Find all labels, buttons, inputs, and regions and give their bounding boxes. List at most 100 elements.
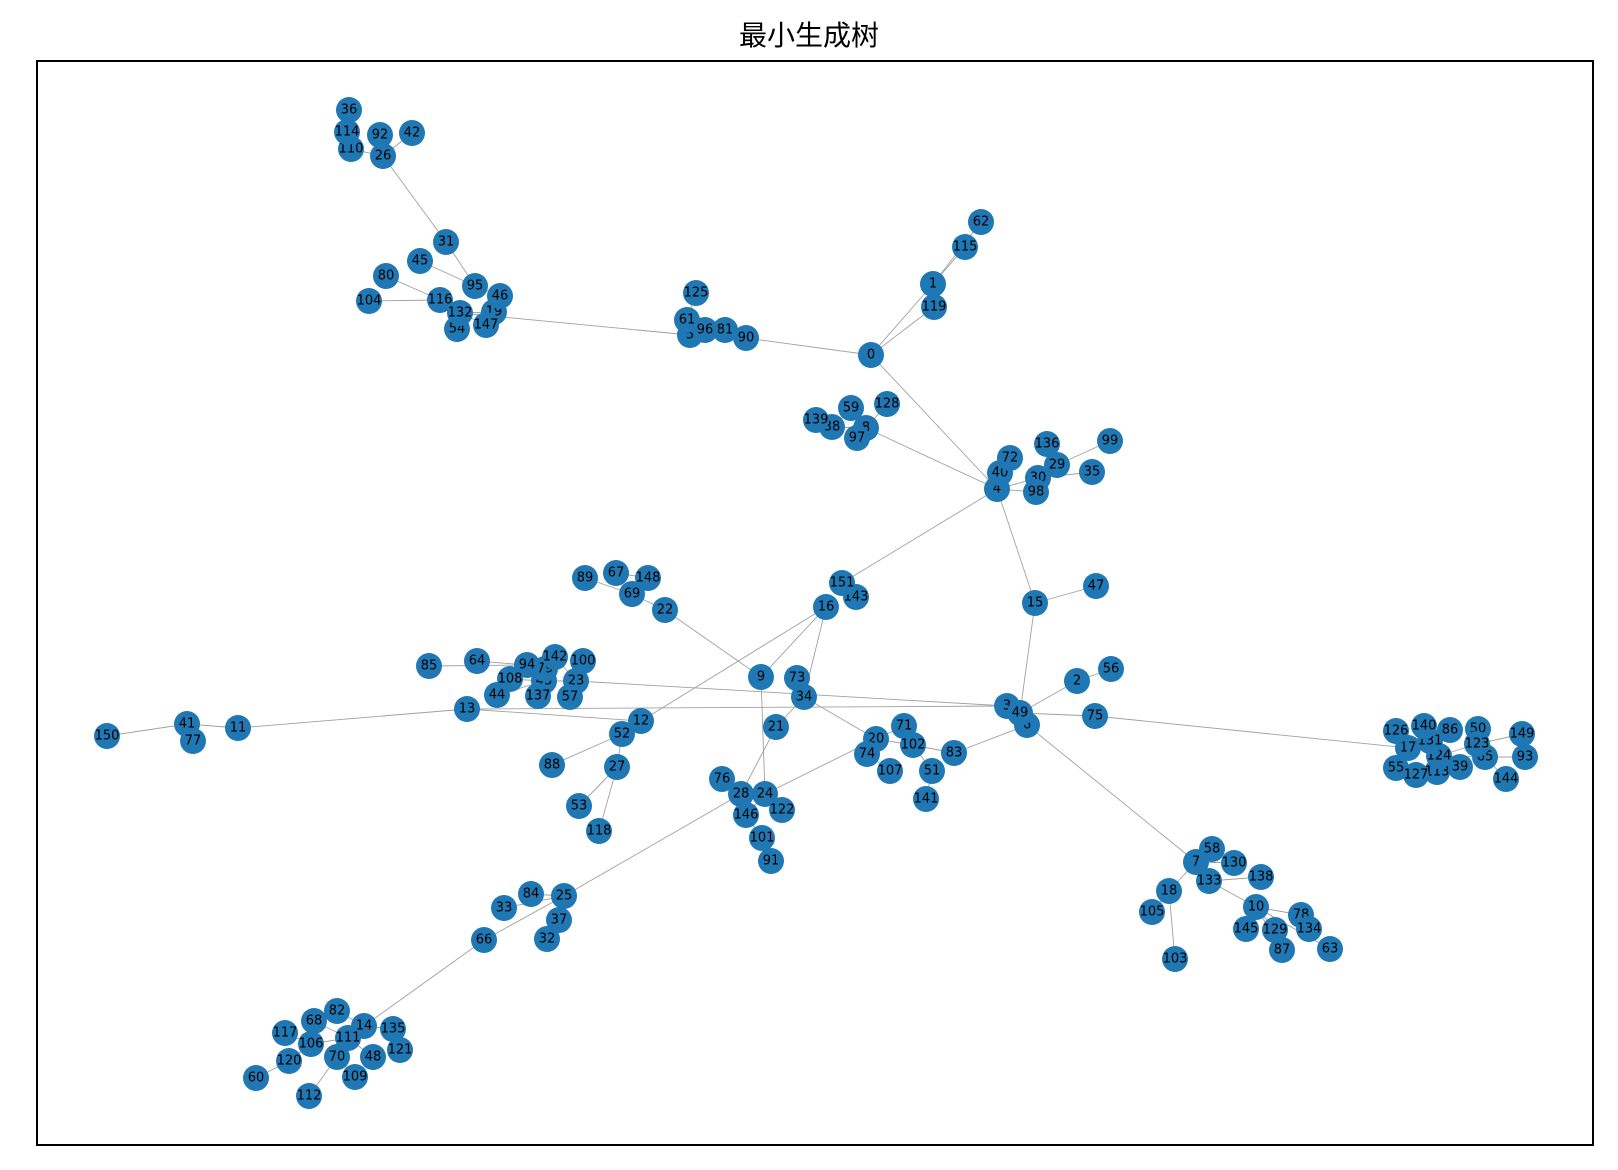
node-label: 27: [609, 760, 626, 775]
node-circle: [356, 288, 382, 314]
node-circle: [603, 560, 629, 586]
node-circle: [683, 280, 709, 306]
node-label: 61: [679, 313, 696, 328]
node-95: 95: [462, 273, 488, 299]
node-129: 129: [1262, 917, 1288, 943]
node-circle: [784, 665, 810, 691]
node-label: 9: [757, 670, 765, 685]
edge-13-12: [466, 708, 642, 722]
node-circle: [557, 684, 583, 710]
edge-0-90: [745, 337, 872, 356]
node-13: 13: [454, 696, 480, 722]
node-27: 27: [604, 754, 630, 780]
node-116: 116: [427, 287, 453, 313]
node-label: 85: [421, 659, 438, 674]
node-label: 92: [372, 128, 389, 143]
node-label: 46: [492, 289, 509, 304]
node-label: 26: [375, 149, 392, 164]
node-circle: [433, 229, 459, 255]
edge-6-83: [953, 724, 1028, 754]
node-label: 59: [843, 401, 860, 416]
node-84: 84: [518, 881, 544, 907]
node-label: 64: [469, 654, 486, 669]
edge-9-22: [664, 609, 762, 678]
node-circle: [877, 758, 903, 784]
node-118: 118: [586, 818, 612, 844]
edge-34-20: [803, 696, 877, 740]
node-86: 86: [1437, 717, 1463, 743]
node-circle: [1022, 590, 1048, 616]
node-circle: [733, 325, 759, 351]
node-circle: [952, 234, 978, 260]
node-98: 98: [1023, 479, 1049, 505]
node-83: 83: [941, 740, 967, 766]
node-label: 128: [875, 397, 900, 412]
node-circle: [1269, 937, 1295, 963]
node-45: 45: [407, 248, 433, 274]
node-circle: [635, 565, 661, 591]
node-59: 59: [838, 395, 864, 421]
node-135: 135: [380, 1016, 406, 1042]
node-circle: [1044, 452, 1070, 478]
node-label: 122: [770, 803, 795, 818]
node-label: 87: [1274, 943, 1291, 958]
node-148: 148: [635, 565, 661, 591]
node-circle: [1296, 916, 1322, 942]
node-label: 96: [697, 323, 714, 338]
node-circle: [1034, 431, 1060, 457]
node-137: 137: [525, 683, 551, 709]
node-label: 100: [571, 654, 596, 669]
node-109: 109: [342, 1064, 368, 1090]
node-76: 76: [709, 766, 735, 792]
node-label: 140: [1412, 719, 1437, 734]
node-label: 22: [657, 603, 674, 618]
node-51: 51: [919, 758, 945, 784]
node-label: 132: [448, 306, 473, 321]
edge-41-150: [106, 723, 188, 737]
node-label: 99: [1102, 434, 1119, 449]
node-label: 134: [1297, 922, 1322, 937]
node-label: 75: [1087, 709, 1104, 724]
node-146: 146: [733, 802, 759, 828]
node-29: 29: [1044, 452, 1070, 478]
edge-75-17: [1094, 715, 1409, 749]
node-147: 147: [473, 312, 499, 338]
node-73: 73: [784, 665, 810, 691]
node-101: 101: [749, 825, 775, 851]
node-circle: [1233, 916, 1259, 942]
node-1: 1: [920, 271, 946, 297]
node-label: 15: [1027, 596, 1044, 611]
node-99: 99: [1097, 428, 1123, 454]
node-104: 104: [356, 288, 382, 314]
node-label: 148: [636, 571, 661, 586]
node-label: 116: [428, 293, 453, 308]
node-label: 49: [1012, 706, 1029, 721]
node-circle: [334, 119, 360, 145]
node-circle: [464, 648, 490, 674]
node-circle: [1199, 836, 1225, 862]
node-label: 141: [914, 792, 939, 807]
node-label: 98: [1028, 485, 1045, 500]
node-circle: [604, 754, 630, 780]
node-47: 47: [1083, 573, 1109, 599]
node-circle: [570, 648, 596, 674]
node-label: 6: [1023, 718, 1031, 733]
node-circle: [769, 797, 795, 823]
node-9: 9: [748, 664, 774, 690]
node-circle: [728, 781, 754, 807]
edge-16-9: [760, 606, 827, 678]
node-label: 115: [953, 240, 978, 255]
node-64: 64: [464, 648, 490, 674]
node-circle: [1064, 668, 1090, 694]
node-circle: [572, 565, 598, 591]
edge-12-16: [640, 606, 827, 722]
node-label: 136: [1035, 437, 1060, 452]
node-circle: [1097, 428, 1123, 454]
node-label: 133: [1197, 874, 1222, 889]
node-label: 18: [1161, 884, 1178, 899]
node-label: 97: [849, 431, 866, 446]
node-circle: [471, 927, 497, 953]
node-circle: [712, 317, 738, 343]
node-93: 93: [1512, 744, 1538, 770]
node-label: 21: [768, 720, 785, 735]
